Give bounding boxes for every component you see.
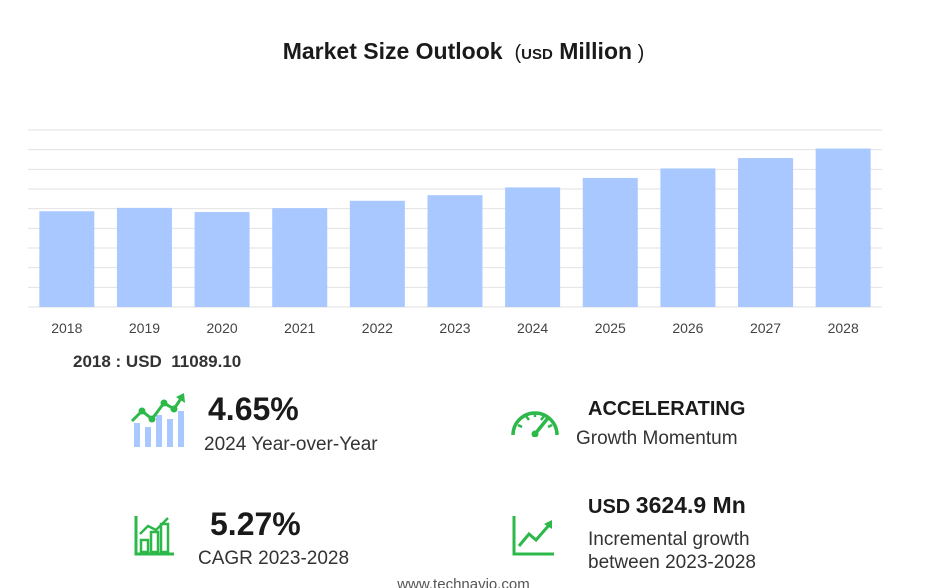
cagr-label: CAGR 2023-2028 [198,548,350,569]
yoy-value: 4.65% [208,391,299,427]
bar-2023[interactable] [427,195,483,307]
x-tick-label-2028: 2028 [828,320,859,336]
incremental-label: Incremental growth between 2023-2028 [588,528,756,574]
x-tick-label-2023: 2023 [439,320,470,336]
cagr-value: 5.27% [210,506,301,542]
incremental-amount: 3624.9 Mn [635,492,746,518]
speedometer-icon [511,411,559,437]
bar-2024[interactable] [505,187,561,307]
x-tick-label-2020: 2020 [207,320,238,336]
base-year-value: 2018 : USD 11089.10 [73,352,242,371]
x-tick-label-2025: 2025 [595,320,626,336]
incremental-value: USD 3624.9 Mn [588,492,746,519]
x-tick-label-2024: 2024 [517,320,548,336]
momentum-value: ACCELERATING [588,398,746,420]
bar-2022[interactable] [349,200,405,307]
market-size-bar-chart: 2018 2019 2020 2021 2022 2023 2024 2025 2026 2027… [28,129,882,336]
x-tick-label-2027: 2027 [750,320,781,336]
yoy-label: 2024 Year-over-Year [204,434,378,455]
title-unit-small: USD [521,46,553,63]
incremental-label-line2: between 2023-2028 [588,552,756,573]
bar-2028[interactable] [815,148,871,307]
incremental-unit: USD [588,496,631,518]
bar-2027[interactable] [738,158,794,307]
incremental-label-line1: Incremental growth [588,529,750,550]
bar-2018[interactable] [39,211,95,307]
x-tick-label-2022: 2022 [362,320,393,336]
trend-line-icon [512,516,554,556]
bar-2020[interactable] [194,212,250,307]
title-unit: Million [559,38,633,64]
title-main: Market Size Outlook [282,38,503,64]
chart-title: Market Size Outlook (USD Million ) [282,38,645,64]
x-tick-label-2021: 2021 [284,320,315,336]
bar-2025[interactable] [582,177,638,307]
bar-chart-icon [134,516,174,556]
growth-chart-icon [130,393,185,447]
x-tick-label-2026: 2026 [672,320,703,336]
momentum-label: Growth Momentum [576,428,738,449]
x-tick-label-2018: 2018 [51,320,82,336]
bar-2026[interactable] [660,168,716,307]
bar-2019[interactable] [116,207,172,307]
footer-source[interactable]: www.technavio.com [397,576,530,588]
x-tick-label-2019: 2019 [129,320,160,336]
bar-2021[interactable] [272,208,328,307]
